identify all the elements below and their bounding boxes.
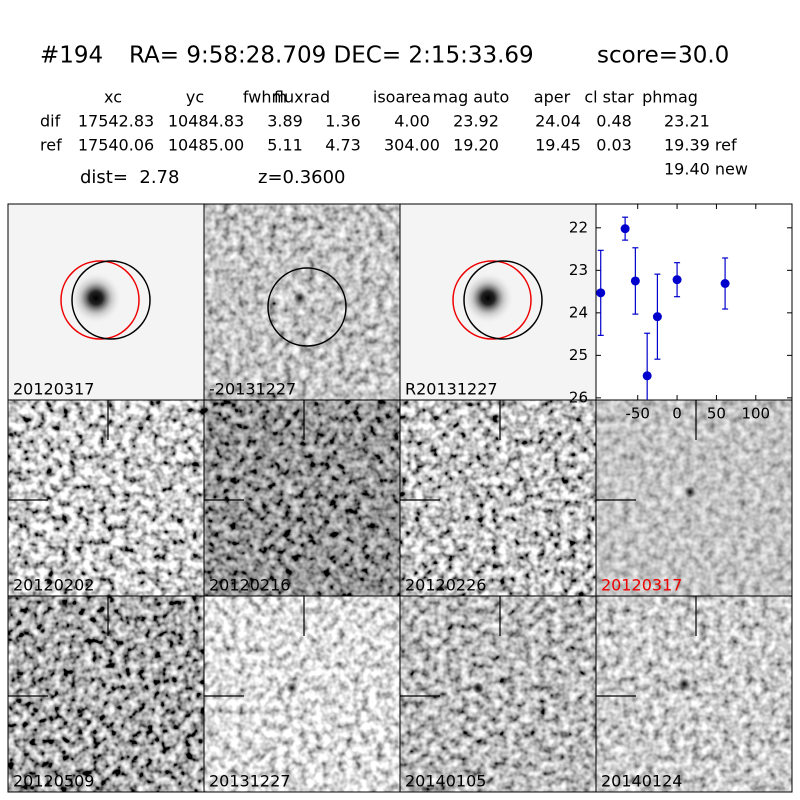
cell: 3.89 (267, 112, 303, 131)
column-header: yc (186, 88, 204, 107)
panel-label: 20131227 (209, 772, 290, 791)
panel-label: 20120317 (601, 576, 682, 595)
phmag-new: 19.40 new (664, 160, 748, 179)
column-header: isoarea (373, 88, 431, 107)
thumbnail (596, 596, 792, 792)
cell: 5.11 (267, 136, 303, 155)
panel-label: 20140105 (405, 772, 486, 791)
coordinates: RA= 9:58:28.709 DEC= 2:15:33.69 (129, 43, 534, 69)
column-header: fluxrad (274, 88, 330, 107)
source (472, 682, 484, 694)
aperture (463, 260, 543, 340)
cell: 23.92 (453, 112, 499, 131)
cell: 10485.00 (168, 136, 244, 155)
x-tick-label: 100 (741, 405, 770, 423)
cell: 19.39 ref (664, 136, 737, 155)
y-tick-label: 24 (569, 303, 588, 321)
source (85, 683, 99, 697)
point (620, 224, 630, 234)
panel-label: 20140124 (601, 772, 682, 791)
y-tick-label: 22 (569, 218, 588, 236)
cell: 4.00 (394, 112, 430, 131)
panel-label: -20131227 (209, 380, 296, 399)
thumbnail (204, 400, 400, 596)
point (652, 312, 662, 322)
column-header: mag auto (433, 88, 510, 107)
source (284, 486, 296, 498)
point (630, 276, 640, 286)
y-tick-label: 26 (569, 388, 588, 406)
point (720, 279, 730, 289)
source (684, 486, 696, 498)
cell: 24.04 (535, 112, 581, 131)
y-tick-label: 25 (569, 346, 588, 364)
cell: 0.03 (596, 136, 632, 155)
source (280, 291, 294, 305)
thumbnail (596, 400, 792, 596)
x-tick-label: -50 (625, 405, 650, 423)
cell: 23.21 (664, 112, 710, 131)
x-tick-label: 50 (707, 405, 726, 423)
row-label: ref (40, 136, 62, 155)
column-header: xc (104, 88, 122, 107)
thumbnail (400, 400, 596, 596)
thumbnail (400, 596, 596, 792)
column-header: fwhm (243, 88, 287, 107)
cell: 17540.06 (78, 136, 154, 155)
panel-label: 20120216 (209, 576, 290, 595)
x-tick-label: 0 (672, 405, 682, 423)
ref-aperture (452, 260, 532, 340)
cell: 17542.83 (78, 112, 154, 131)
column-header: aper (534, 88, 571, 107)
source (294, 292, 306, 304)
object-id: #194 (40, 43, 103, 69)
plot-area (595, 203, 793, 401)
source (670, 484, 686, 500)
point (596, 288, 606, 298)
cell: 0.48 (596, 112, 632, 131)
point (642, 371, 652, 381)
source (677, 677, 691, 691)
cell: 10484.83 (168, 112, 244, 131)
aperture (267, 267, 347, 347)
panel-label: 20120317 (13, 380, 94, 399)
distance: dist= 2.78 (80, 167, 179, 188)
score: score=30.0 (597, 43, 729, 69)
thumbnail (8, 596, 204, 792)
source (462, 272, 514, 324)
panel-label: 20120226 (405, 576, 486, 595)
y-tick-label: 23 (569, 261, 588, 279)
row-label: dif (40, 112, 61, 131)
points (596, 216, 730, 400)
column-header: phmag (642, 88, 698, 107)
panel-label: 20120202 (13, 576, 94, 595)
panel-label: 20120509 (13, 772, 94, 791)
thumbnail (8, 400, 204, 596)
column-header: cl star (584, 88, 634, 107)
cell: 304.00 (384, 136, 440, 155)
aperture (71, 260, 151, 340)
source (70, 272, 122, 324)
cell: 19.20 (453, 136, 499, 155)
source (286, 682, 298, 694)
cell: 4.73 (325, 136, 361, 155)
point (672, 275, 682, 285)
ref-aperture (60, 260, 140, 340)
cell: 19.45 (535, 136, 581, 155)
panel-label: R20131227 (405, 380, 498, 399)
cell: 1.36 (325, 112, 361, 131)
redshift: z=0.3600 (258, 167, 346, 188)
thumbnail (204, 596, 400, 792)
